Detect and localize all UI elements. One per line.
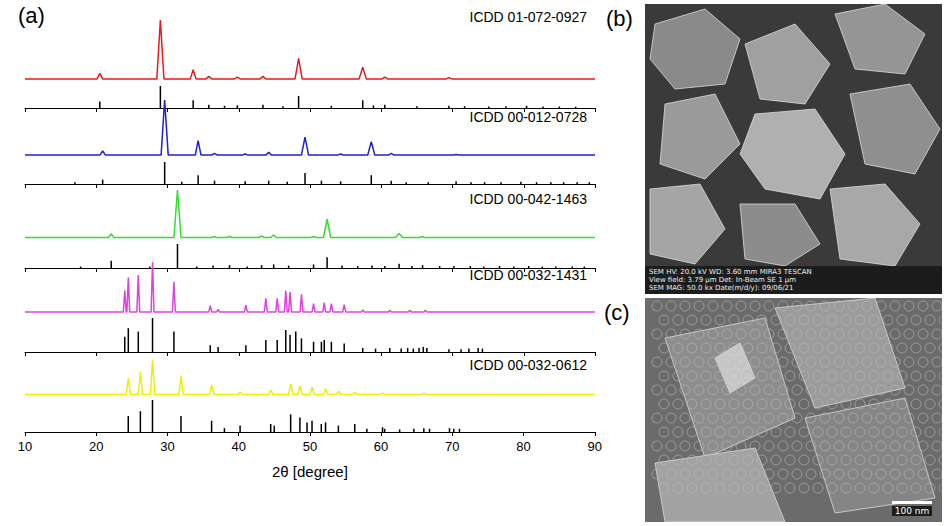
svg-text:10: 10 [18, 439, 32, 454]
html-text:100 nm: 100 nm [894, 506, 930, 516]
html-text:(b): (b) [606, 6, 633, 31]
svg-text:30: 30 [160, 439, 174, 454]
svg-text:ICDD 00-032-0612: ICDD 00-032-0612 [469, 357, 587, 373]
svg-text:80: 80 [516, 439, 530, 454]
svg-text:2θ [degree]: 2θ [degree] [272, 463, 348, 480]
svg-text:20: 20 [89, 439, 103, 454]
svg-text:90: 90 [588, 439, 602, 454]
svg-text:ICDD 00-032-1431: ICDD 00-032-1431 [469, 267, 587, 283]
svg-text:70: 70 [445, 439, 459, 454]
html-text:(c): (c) [604, 300, 630, 325]
svg-text:ICDD 00-012-0728: ICDD 00-012-0728 [469, 109, 587, 125]
svg-text:ICDD 00-042-1463: ICDD 00-042-1463 [469, 191, 587, 207]
svg-text:(a): (a) [18, 3, 45, 28]
svg-text:50: 50 [303, 439, 317, 454]
svg-text:ICDD 01-072-0927: ICDD 01-072-0927 [469, 9, 587, 25]
html-text:SEM MAG: 50.0 kx Date(m/d/y):: SEM MAG: 50.0 kx Date(m/d/y): 09/06/21 [649, 284, 794, 292]
svg-text:60: 60 [374, 439, 388, 454]
svg-text:40: 40 [231, 439, 245, 454]
html-text:View field: 3.79 µm Det: In-Be: View field: 3.79 µm Det: In-Beam SE 1 µm [649, 276, 797, 284]
html-text:SEM HV: 20.0 kV WD: 3.60 mm MI: SEM HV: 20.0 kV WD: 3.60 mm MIRA3 TESCAN [649, 268, 812, 276]
